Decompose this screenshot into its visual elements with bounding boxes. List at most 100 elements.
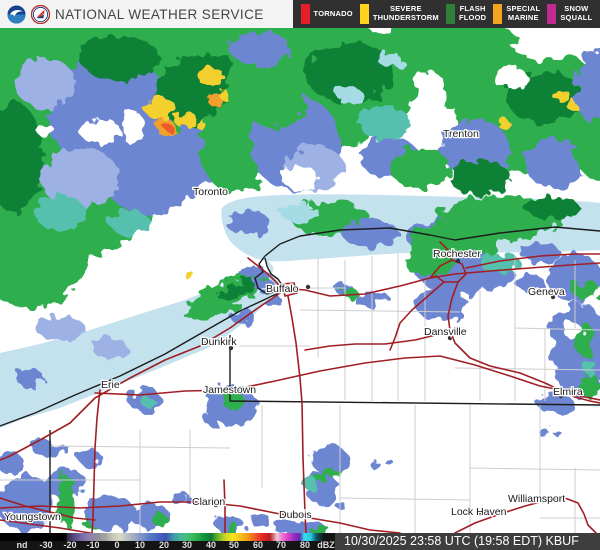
city-dot — [57, 512, 63, 518]
highway-line — [69, 262, 600, 424]
highway-line — [0, 497, 96, 521]
city-dot — [213, 502, 219, 508]
radar-echo — [553, 90, 571, 102]
dbz-tick-label: 80 — [299, 540, 311, 550]
radar-map[interactable]: Toronto Trenton Rochester Buffalo Geneva Dans… — [0, 28, 600, 533]
radar-echo — [80, 118, 120, 144]
header-branding: NATIONAL WEATHER SERVICE — [0, 0, 293, 28]
city-label: Geneva — [528, 286, 565, 298]
radar-echo — [507, 72, 583, 124]
radar-echo — [280, 205, 320, 221]
highway-line — [94, 355, 600, 401]
radar-echo — [226, 211, 270, 235]
county-line — [469, 467, 600, 471]
county-line — [514, 327, 600, 331]
city-label: Jamestown — [203, 384, 256, 396]
radar-echo — [191, 304, 219, 322]
city-label: Elmira — [553, 386, 583, 398]
city-dot — [550, 294, 556, 300]
radar-echo — [360, 105, 410, 141]
radar-echo — [250, 513, 270, 527]
dbz-tick-label: nd — [16, 540, 28, 550]
city-label: Trenton — [443, 128, 479, 140]
radar-echo — [263, 294, 281, 306]
highway-line — [465, 253, 600, 269]
city-label: Toronto — [193, 186, 228, 198]
radar-echo — [40, 148, 120, 208]
radar-echo — [15, 58, 75, 108]
nws-logo-icon[interactable] — [31, 4, 50, 24]
city-dot — [460, 130, 466, 136]
radar-echo — [35, 195, 85, 231]
radar-echo — [85, 495, 135, 531]
site-title: NATIONAL WEATHER SERVICE — [55, 6, 264, 22]
city-dot — [228, 345, 234, 351]
legend-label-line1: TORNADO — [313, 8, 353, 18]
radar-echo — [520, 243, 560, 263]
dbz-tick-label: 30 — [181, 540, 193, 550]
city-label: Erie — [101, 379, 120, 391]
city-label: Williamsport — [508, 493, 565, 505]
radar-echo — [562, 323, 582, 337]
highway-line — [223, 479, 226, 533]
radar-echo — [537, 393, 573, 413]
snow-squall-swatch — [547, 4, 557, 24]
timestamp: 10/30/2025 23:58 UTC (19:58 EDT) KBUF — [335, 533, 600, 550]
dbz-scale-labels: nd -30 -20 -10 0 10 20 30 40 50 60 70 80 dBZ — [0, 541, 335, 550]
dbz-tick-label: -30 — [39, 540, 53, 550]
dbz-unit-label: dBZ — [317, 540, 335, 550]
radar-echo — [80, 36, 160, 80]
radar-echo — [373, 291, 387, 301]
radar-echo — [581, 373, 599, 399]
highway-line — [247, 257, 281, 287]
radar-echo — [225, 523, 239, 533]
radar-echo — [0, 453, 24, 473]
radar-echo — [35, 316, 85, 340]
dbz-tick-label: 50 — [228, 540, 240, 550]
dbz-tick-label: 20 — [158, 540, 170, 550]
radar-echo — [16, 369, 44, 387]
radar-echo — [305, 43, 395, 103]
radar-echo — [208, 93, 224, 107]
radar-echo — [164, 123, 172, 131]
legend-label-line2: MARINE — [507, 13, 539, 22]
city-label: Youngstown — [4, 511, 61, 523]
city-dot — [298, 513, 304, 519]
city-label: Dubois — [279, 509, 312, 521]
legend-item-special-marine: SPECIAL MARINE — [493, 4, 540, 24]
radar-echo — [552, 429, 560, 435]
severe-thunderstorm-swatch — [359, 4, 369, 24]
highway-line — [281, 282, 298, 297]
radar-echo — [141, 397, 155, 407]
city-dot — [305, 284, 311, 290]
radar-map-canvas[interactable]: Toronto Trenton Rochester Buffalo Geneva Dans… — [0, 28, 600, 533]
header-bar: NATIONAL WEATHER SERVICE TORNADO SEVERE T… — [0, 0, 600, 28]
city-label: Dansville — [424, 326, 467, 338]
radar-echo — [0, 103, 43, 213]
county-line — [49, 445, 231, 449]
radar-echo — [575, 48, 600, 128]
highway-line — [0, 501, 401, 533]
radar-echo — [513, 32, 577, 60]
county-line — [299, 309, 461, 313]
state-border-line — [264, 226, 600, 257]
radar-echo — [239, 263, 265, 279]
radar-echo — [575, 118, 600, 178]
dbz-tick-label: -20 — [63, 540, 77, 550]
legend-label-line1: SPECIAL — [506, 4, 541, 14]
legend-label-line2: SQUALL — [560, 13, 593, 22]
radar-echo — [110, 211, 150, 235]
city-dot — [106, 384, 112, 390]
radar-echo — [480, 253, 520, 273]
radar-echo — [175, 111, 197, 129]
radar-echo — [386, 460, 394, 466]
city-label: Rochester — [433, 248, 481, 260]
state-border-line — [254, 255, 283, 295]
radar-echo — [152, 514, 168, 526]
city-dot — [535, 497, 541, 503]
radar-echo — [336, 88, 364, 104]
noaa-logo-icon[interactable] — [7, 4, 26, 24]
special-marine-swatch — [493, 4, 503, 24]
city-dot — [558, 393, 564, 399]
